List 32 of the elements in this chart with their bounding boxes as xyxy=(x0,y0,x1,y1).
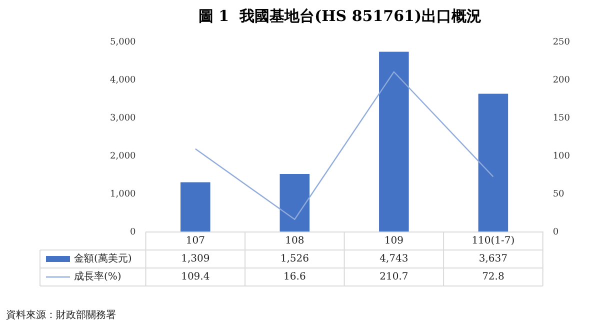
bar xyxy=(280,174,310,232)
y-tick-label: 1,000 xyxy=(110,189,136,200)
x-tick-label: 108 xyxy=(285,236,304,247)
y2-tick-label: 200 xyxy=(552,75,570,86)
data-label: 16.6 xyxy=(284,272,306,283)
y-tick-label: 0 xyxy=(130,227,136,238)
data-label: 72.8 xyxy=(482,272,504,283)
legend-label: 成長率(%) xyxy=(74,270,122,283)
data-label: 109.4 xyxy=(181,272,210,283)
data-label: 1,526 xyxy=(280,254,309,265)
x-tick-label: 107 xyxy=(186,236,205,247)
y-tick-label: 3,000 xyxy=(110,113,136,124)
y2-tick-label: 150 xyxy=(552,113,570,124)
data-label: 210.7 xyxy=(380,272,408,283)
chart-title: 圖 1 我國基地台(HS 851761)出口概況 xyxy=(198,6,482,25)
y2-tick-label: 100 xyxy=(552,151,570,162)
bar xyxy=(180,182,210,232)
data-label: 3,637 xyxy=(478,254,508,265)
y-tick-label: 4,000 xyxy=(110,75,136,86)
data-label: 1,309 xyxy=(181,254,210,265)
bar xyxy=(379,52,409,232)
y-tick-label: 5,000 xyxy=(110,37,136,48)
y2-tick-label: 250 xyxy=(552,37,570,48)
bar xyxy=(478,94,508,232)
data-label: 4,743 xyxy=(380,254,408,265)
x-tick-label: 110(1-7) xyxy=(472,236,515,247)
source-note: 資料來源：財政部關務署 xyxy=(6,308,116,322)
y2-tick-label: 50 xyxy=(552,189,565,200)
y-tick-label: 2,000 xyxy=(110,151,136,162)
legend-label: 金額(萬美元) xyxy=(74,252,132,265)
y2-tick-label: 0 xyxy=(552,227,559,238)
x-tick-label: 109 xyxy=(384,236,404,247)
